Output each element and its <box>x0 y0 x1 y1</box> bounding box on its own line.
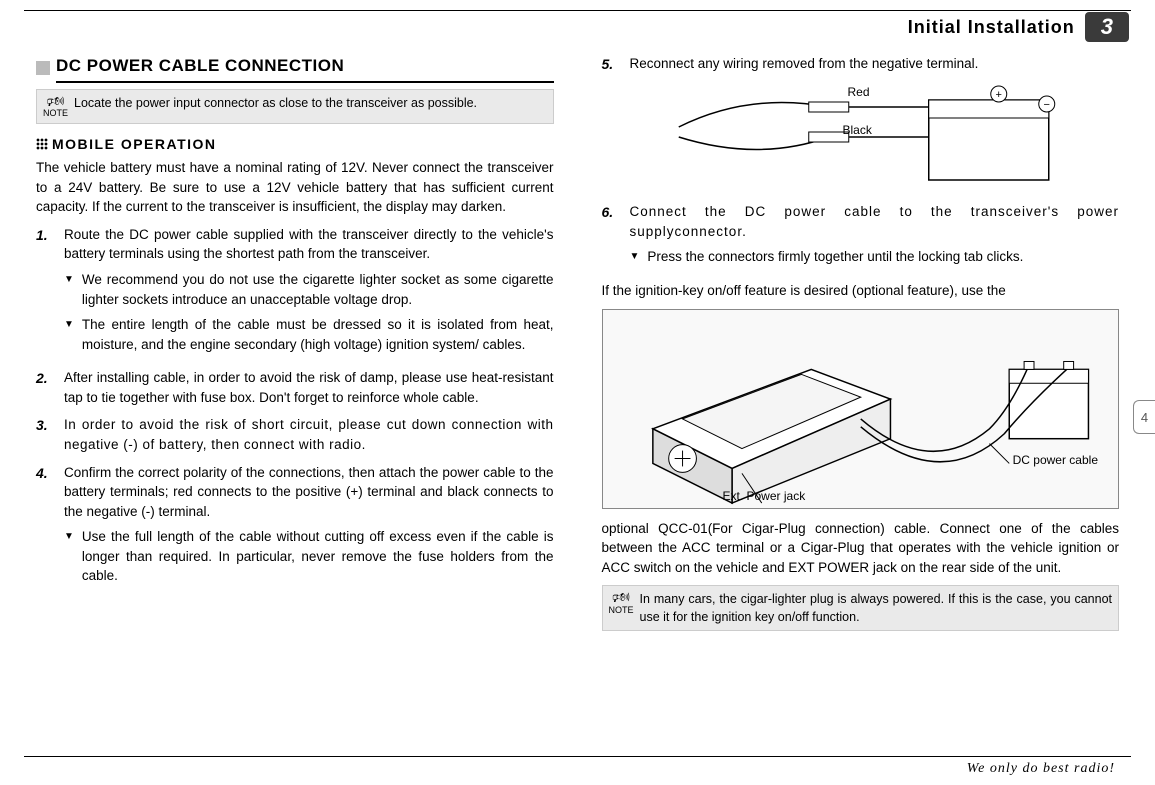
step-text: Connect the DC power cable to the transc… <box>630 204 1120 239</box>
step-2: 2. After installing cable, in order to a… <box>36 368 554 407</box>
step-text: In order to avoid the risk of short circ… <box>64 417 554 452</box>
bullet-icon: ▼ <box>630 247 640 267</box>
figure-battery-wires: + − Red Black <box>638 82 1120 192</box>
steps-right: 5. Reconnect any wiring removed from the… <box>602 54 1120 74</box>
figure-transceiver: Ext. Power jack DC power cable <box>602 309 1120 509</box>
after-step6-text: If the ignition-key on/off feature is de… <box>602 281 1120 301</box>
step-text: Confirm the correct polarity of the conn… <box>64 465 554 519</box>
left-column: DC POWER CABLE CONNECTION 🕬NOTE Locate t… <box>36 54 554 745</box>
label-red: Red <box>848 84 870 101</box>
label-dc-cable: DC power cable <box>1013 452 1098 469</box>
page-number: 3 <box>1085 12 1129 42</box>
step-text: Reconnect any wiring removed from the ne… <box>630 56 979 71</box>
side-tab: 4 <box>1133 400 1155 434</box>
bullet-icon: ▼ <box>64 315 74 354</box>
intro-paragraph: The vehicle battery must have a nominal … <box>36 158 554 217</box>
note-icon: 🕬NOTE <box>609 590 634 615</box>
page-header: Initial Installation 3 <box>908 12 1129 42</box>
label-black: Black <box>843 122 872 139</box>
label-ext-jack: Ext. Power jack <box>723 488 806 505</box>
bullet-icon: ▼ <box>64 527 74 586</box>
right-column: 5. Reconnect any wiring removed from the… <box>602 54 1120 745</box>
svg-text:−: − <box>1043 99 1049 111</box>
note-text: Locate the power input connector as clos… <box>74 94 477 112</box>
title-marker <box>36 61 50 75</box>
step-6: 6. Connect the DC power cable to the tra… <box>602 202 1120 273</box>
note-box-1: 🕬NOTE Locate the power input connector a… <box>36 89 554 124</box>
steps-right-2: 6. Connect the DC power cable to the tra… <box>602 202 1120 273</box>
svg-text:+: + <box>995 89 1001 101</box>
note-icon: 🕬NOTE <box>43 94 68 119</box>
section-title: DC POWER CABLE CONNECTION <box>56 54 554 83</box>
note-text: In many cars, the cigar-lighter plug is … <box>640 590 1112 626</box>
tagline: We only do best radio! <box>967 761 1115 777</box>
note-box-2: 🕬NOTE In many cars, the cigar-lighter pl… <box>602 585 1120 631</box>
bullet-icon: ▼ <box>64 270 74 309</box>
dots-icon <box>36 138 48 150</box>
step-4: 4. Confirm the correct polarity of the c… <box>36 463 554 592</box>
step-3: 3. In order to avoid the risk of short c… <box>36 415 554 454</box>
section-title-bar: DC POWER CABLE CONNECTION <box>36 54 554 83</box>
after-figure-text: optional QCC-01(For Cigar-Plug connectio… <box>602 519 1120 578</box>
step-5: 5. Reconnect any wiring removed from the… <box>602 54 1120 74</box>
step-text: Route the DC power cable supplied with t… <box>64 227 554 262</box>
header-title: Initial Installation <box>908 17 1075 38</box>
subsection-title: MOBILE OPERATION <box>36 134 554 154</box>
steps-left: 1. Route the DC power cable supplied wit… <box>36 225 554 592</box>
step-text: After installing cable, in order to avoi… <box>64 370 554 405</box>
step-1: 1. Route the DC power cable supplied wit… <box>36 225 554 360</box>
